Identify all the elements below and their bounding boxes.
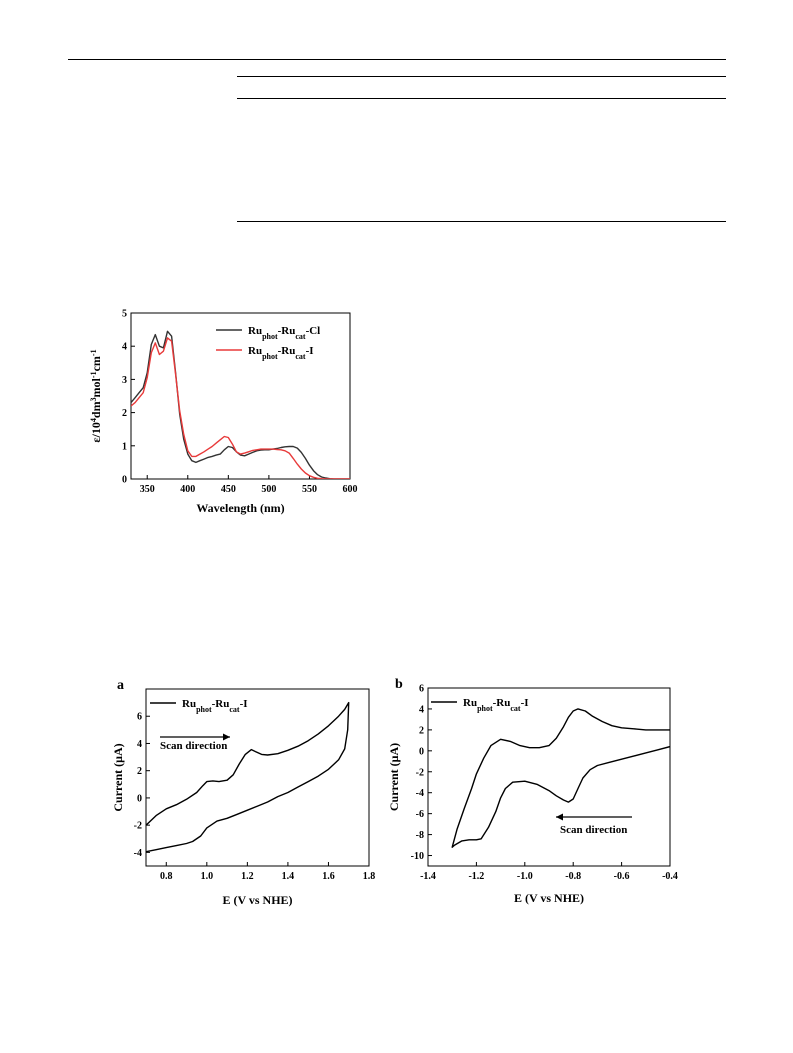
y-tick-label: -6: [416, 809, 424, 820]
x-tick-label: 600: [343, 484, 358, 495]
legend-label: Ruphot-Rucat-I: [248, 345, 314, 361]
x-tick-label: -0.4: [662, 871, 678, 882]
series-line: [451, 708, 670, 848]
y-tick-label: 4: [122, 342, 127, 353]
y-tick-label: -4: [416, 788, 424, 799]
legend-label: Ruphot-Rucat-I: [463, 697, 529, 713]
y-tick-label: 5: [122, 309, 127, 320]
y-axis-label: Current (μA): [387, 743, 401, 811]
x-axis-label: Wavelength (nm): [196, 501, 284, 515]
x-tick-label: 1.2: [241, 871, 254, 882]
x-tick-label: -1.4: [420, 871, 436, 882]
series-line: [146, 701, 350, 853]
scan-arrow-head: [556, 813, 563, 821]
x-tick-label: 550: [302, 484, 317, 495]
x-tick-label: 0.8: [160, 871, 173, 882]
series-line: [131, 337, 350, 479]
panel-letter: a: [117, 678, 124, 693]
scan-direction-label: Scan direction: [560, 824, 627, 836]
y-tick-label: -4: [134, 848, 142, 859]
y-tick-label: -10: [411, 851, 424, 862]
y-tick-label: -2: [134, 821, 142, 832]
legend-label: Ruphot-Rucat-I: [182, 698, 248, 714]
x-tick-label: -1.0: [517, 871, 533, 882]
page-header-rule: [68, 59, 726, 60]
y-tick-label: 3: [122, 375, 127, 386]
x-tick-label: 1.4: [282, 871, 295, 882]
x-tick-label: -0.6: [614, 871, 630, 882]
plot-frame: [427, 687, 671, 867]
plot-frame: [145, 688, 370, 867]
y-tick-label: 2: [137, 766, 142, 777]
table-bottom-rule: [237, 221, 726, 222]
x-tick-label: -0.8: [565, 871, 581, 882]
y-tick-label: 4: [137, 739, 142, 750]
x-tick-label: -1.2: [468, 871, 484, 882]
legend-label: Ruphot-Rucat-Cl: [248, 325, 320, 341]
x-tick-label: 500: [261, 484, 276, 495]
panel-letter: b: [395, 677, 403, 692]
table-top-rule: [237, 76, 726, 77]
x-axis-label: E (V vs NHE): [222, 893, 292, 907]
scan-arrow-head: [223, 733, 230, 741]
y-tick-label: 4: [419, 704, 424, 715]
y-tick-label: 0: [419, 746, 424, 757]
x-tick-label: 400: [180, 484, 195, 495]
x-tick-label: 1.6: [322, 871, 335, 882]
x-tick-label: 1.0: [201, 871, 214, 882]
table-header-rule: [237, 98, 726, 99]
y-tick-label: -2: [416, 767, 424, 778]
y-axis-label: Current (μA): [111, 743, 125, 811]
plot-frame: [130, 312, 351, 480]
x-tick-label: 350: [140, 484, 155, 495]
y-tick-label: 2: [419, 725, 424, 736]
x-tick-label: 450: [221, 484, 236, 495]
y-tick-label: 0: [122, 475, 127, 486]
y-tick-label: 6: [419, 684, 424, 695]
scan-direction-label: Scan direction: [160, 740, 227, 752]
y-tick-label: 0: [137, 793, 142, 804]
y-axis-label: ε/104dm3mol-1cm-1: [89, 349, 104, 442]
x-axis-label: E (V vs NHE): [514, 891, 584, 905]
y-tick-label: 6: [137, 712, 142, 723]
x-tick-label: 1.8: [363, 871, 376, 882]
y-tick-label: 2: [122, 408, 127, 419]
y-tick-label: -8: [416, 830, 424, 841]
y-tick-label: 1: [122, 441, 127, 452]
